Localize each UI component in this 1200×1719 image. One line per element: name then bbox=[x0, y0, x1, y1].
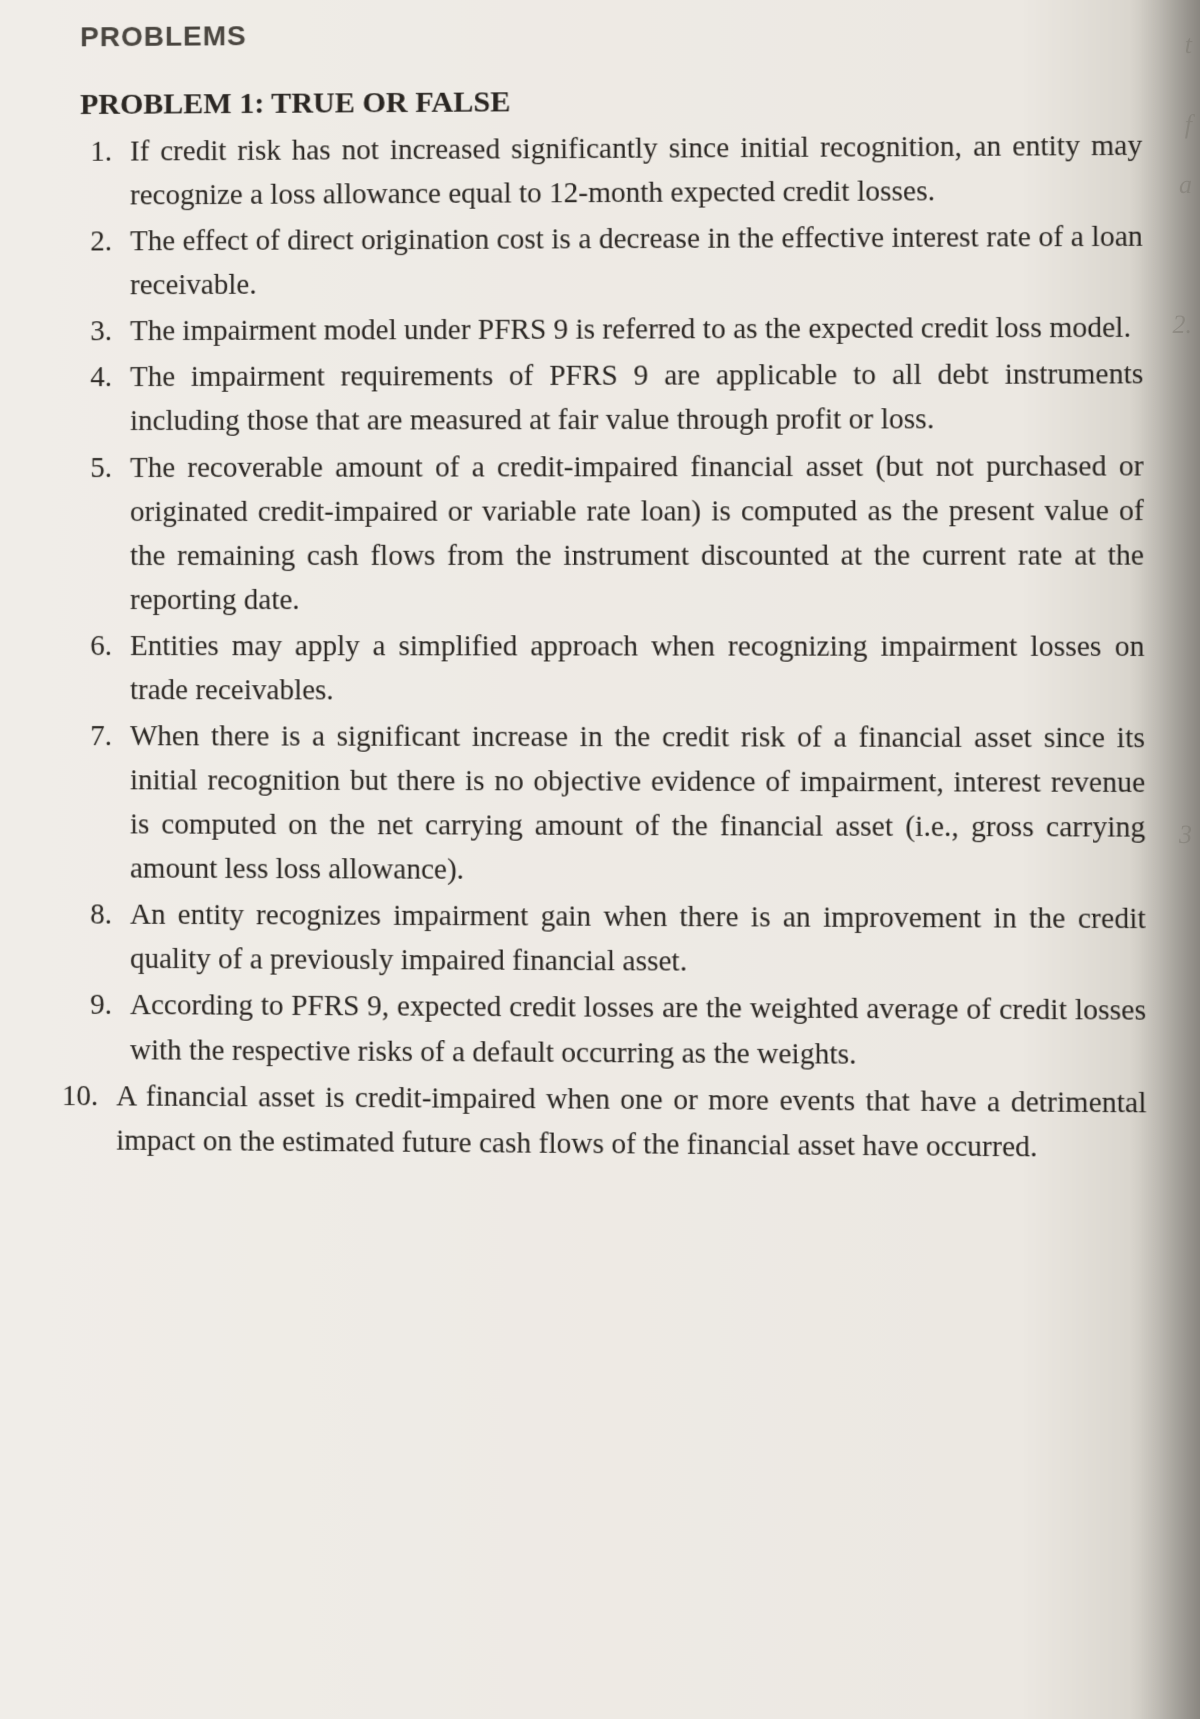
margin-ghost-text: 2. bbox=[1173, 310, 1193, 340]
margin-ghost-text: f bbox=[1185, 110, 1192, 140]
question-item: 8. An entity recognizes impairment gain … bbox=[80, 893, 1146, 987]
question-text: The recoverable amount of a credit-impai… bbox=[130, 444, 1144, 623]
question-item: 9. According to PFRS 9, expected credit … bbox=[80, 983, 1147, 1078]
question-item: 2. The effect of direct origination cost… bbox=[80, 215, 1143, 308]
question-number: 10. bbox=[62, 1074, 116, 1163]
question-text: Entities may apply a simplified approach… bbox=[130, 624, 1145, 714]
question-text: A financial asset is credit-impaired whe… bbox=[116, 1074, 1147, 1170]
question-text: If credit risk has not increased signifi… bbox=[130, 124, 1143, 218]
question-number: 6. bbox=[80, 624, 130, 712]
question-number: 8. bbox=[80, 893, 130, 982]
question-list: 1. If credit risk has not increased sign… bbox=[80, 124, 1147, 1171]
question-item: 6. Entities may apply a simplified appro… bbox=[80, 624, 1145, 714]
margin-ghost-text: t bbox=[1185, 30, 1192, 60]
question-item: 4. The impairment requirements of PFRS 9… bbox=[80, 352, 1144, 443]
question-text: An entity recognizes impairment gain whe… bbox=[130, 893, 1146, 987]
question-item: 10. A financial asset is credit-impaired… bbox=[80, 1074, 1147, 1171]
question-item: 7. When there is a significant increase … bbox=[80, 714, 1146, 895]
page-header: PROBLEMS bbox=[80, 14, 1142, 54]
question-text: When there is a significant increase in … bbox=[130, 714, 1146, 895]
question-number: 4. bbox=[80, 355, 130, 443]
question-item: 3. The impairment model under PFRS 9 is … bbox=[80, 306, 1143, 354]
problem-title: PROBLEM 1: TRUE OR FALSE bbox=[80, 81, 1142, 122]
margin-ghost-text: a bbox=[1179, 170, 1192, 200]
question-item: 1. If credit risk has not increased sign… bbox=[80, 124, 1143, 218]
question-number: 3. bbox=[80, 309, 130, 353]
margin-ghost-text: 3 bbox=[1179, 820, 1192, 850]
question-number: 7. bbox=[80, 714, 130, 891]
question-number: 2. bbox=[80, 220, 130, 308]
question-number: 9. bbox=[80, 983, 130, 1072]
question-text: The impairment requirements of PFRS 9 ar… bbox=[130, 352, 1144, 443]
question-number: 1. bbox=[80, 130, 130, 218]
question-item: 5. The recoverable amount of a credit-im… bbox=[80, 444, 1144, 623]
question-text: The impairment model under PFRS 9 is ref… bbox=[130, 306, 1143, 354]
question-number: 5. bbox=[80, 446, 130, 622]
question-text: According to PFRS 9, expected credit los… bbox=[130, 983, 1146, 1078]
question-text: The effect of direct origination cost is… bbox=[130, 215, 1143, 308]
